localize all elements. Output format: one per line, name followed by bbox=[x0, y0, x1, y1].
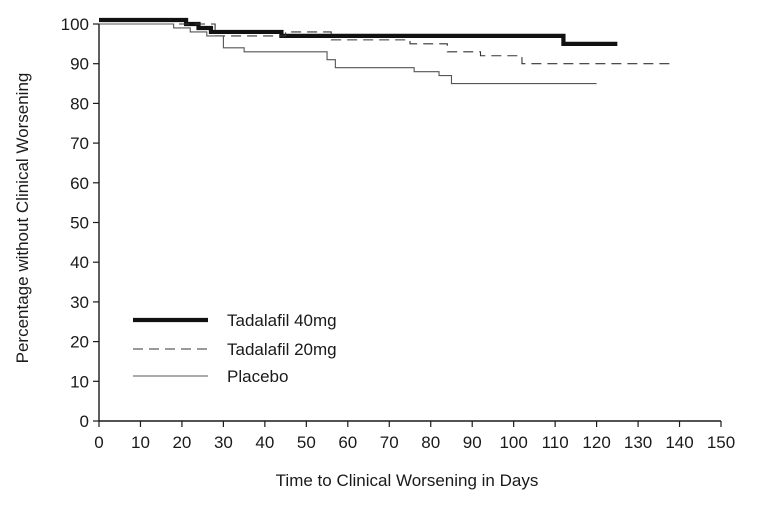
x-tick-label: 70 bbox=[380, 433, 399, 452]
x-tick-label: 50 bbox=[297, 433, 316, 452]
legend: Tadalafil 40mg Tadalafil 20mg Placebo bbox=[133, 311, 337, 386]
y-tick-label: 70 bbox=[70, 134, 89, 153]
y-tick-label: 30 bbox=[70, 293, 89, 312]
series-layer bbox=[99, 17, 672, 85]
x-ticks: 0 10 20 30 40 50 60 70 80 90 100 110 120 130 140 150 bbox=[94, 421, 735, 452]
x-tick-label: 100 bbox=[499, 433, 527, 452]
x-tick-label: 90 bbox=[463, 433, 482, 452]
series-line-tadalafil-20mg bbox=[99, 23, 672, 65]
x-tick-label: 130 bbox=[624, 433, 652, 452]
x-axis-title: Time to Clinical Worsening in Days bbox=[276, 471, 539, 490]
x-tick-label: 0 bbox=[94, 433, 103, 452]
series-line-placebo bbox=[99, 23, 597, 85]
y-tick-label: 90 bbox=[70, 55, 89, 74]
legend-label-tadalafil-20mg: Tadalafil 20mg bbox=[227, 340, 337, 359]
x-tick-label: 20 bbox=[172, 433, 191, 452]
legend-label-placebo: Placebo bbox=[227, 367, 288, 386]
x-tick-label: 80 bbox=[421, 433, 440, 452]
y-ticks: 0 10 20 30 40 50 60 70 80 90 100 bbox=[61, 15, 99, 431]
legend-label-tadalafil-40mg: Tadalafil 40mg bbox=[227, 311, 337, 330]
series-line-tadalafil-40mg bbox=[99, 17, 618, 46]
y-tick-label: 60 bbox=[70, 174, 89, 193]
y-tick-label: 20 bbox=[70, 333, 89, 352]
x-tick-label: 140 bbox=[665, 433, 693, 452]
x-tick-label: 150 bbox=[707, 433, 735, 452]
y-tick-label: 80 bbox=[70, 94, 89, 113]
y-tick-label: 100 bbox=[61, 15, 89, 34]
x-tick-label: 30 bbox=[214, 433, 233, 452]
y-axis-title: Percentage without Clinical Worsening bbox=[13, 73, 32, 364]
x-axis: 0 10 20 30 40 50 60 70 80 90 100 110 120 130 140 150 bbox=[94, 420, 735, 452]
y-tick-label: 10 bbox=[70, 372, 89, 391]
x-tick-label: 40 bbox=[255, 433, 274, 452]
x-tick-label: 10 bbox=[131, 433, 150, 452]
y-tick-label: 40 bbox=[70, 253, 89, 272]
x-tick-label: 60 bbox=[338, 433, 357, 452]
y-tick-label: 0 bbox=[80, 412, 89, 431]
x-tick-label: 110 bbox=[542, 433, 569, 452]
x-tick-label: 120 bbox=[582, 433, 610, 452]
y-axis: 0 10 20 30 40 50 60 70 80 90 100 bbox=[61, 15, 100, 431]
y-tick-label: 50 bbox=[70, 214, 89, 233]
